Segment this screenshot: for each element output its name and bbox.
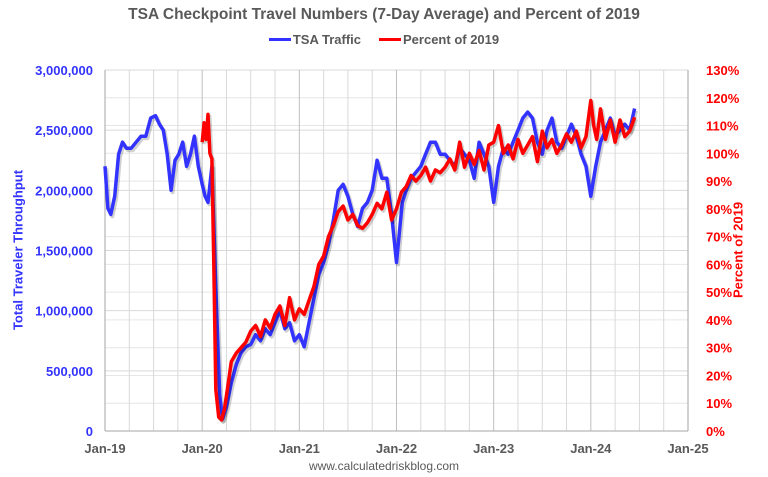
y2-tick-label: 60% [706, 257, 732, 272]
source-credit: www.calculatedriskblog.com [308, 459, 460, 473]
x-tick-label: Jan-21 [279, 441, 320, 456]
series-line-percent-of-2019 [200, 98, 637, 422]
legend-item-percent-2019: Percent of 2019 [379, 32, 499, 47]
y2-tick-label: 90% [706, 174, 732, 189]
y2-tick-label: 20% [706, 368, 732, 383]
x-tick-label: Jan-22 [376, 441, 417, 456]
y2-tick-label: 110% [706, 119, 739, 134]
y2-tick-label: 70% [706, 230, 732, 245]
series-line-tsa-traffic [103, 108, 637, 421]
legend-label: Percent of 2019 [403, 32, 500, 47]
y-axis-right-label: Percent of 2019 [730, 201, 746, 299]
y2-tick-label: 130% [706, 63, 740, 78]
x-tick-label: Jan-24 [570, 441, 612, 456]
y2-tick-label: 120% [706, 91, 740, 106]
y-tick-label: 0 [86, 424, 93, 439]
legend-item-tsa-traffic: TSA Traffic [268, 32, 362, 47]
y2-tick-label: 80% [706, 202, 732, 217]
y-tick-label: 1,500,000 [35, 244, 93, 259]
y-tick-label: 3,000,000 [35, 63, 93, 78]
series-shadow [201, 100, 638, 424]
y-tick-label: 2,500,000 [35, 123, 93, 138]
y2-tick-label: 100% [706, 146, 740, 161]
y2-tick-label: 50% [706, 285, 732, 300]
y2-tick-label: 10% [706, 396, 732, 411]
y-tick-label: 2,000,000 [35, 183, 93, 198]
y2-tick-label: 40% [706, 313, 732, 328]
y-axis-left-label: Total Traveler Throughput [10, 169, 26, 331]
x-tick-label: Jan-23 [473, 441, 514, 456]
y2-tick-label: 0% [706, 424, 725, 439]
y2-tick-label: 30% [706, 341, 732, 356]
legend-label: TSA Traffic [292, 32, 362, 47]
x-tick-label: Jan-25 [667, 441, 708, 456]
legend-swatch-red [379, 38, 402, 41]
legend: TSA Traffic Percent of 2019 [0, 32, 768, 47]
x-tick-label: Jan-20 [182, 441, 223, 456]
y-tick-label: 1,000,000 [35, 304, 93, 319]
y-tick-label: 500,000 [46, 364, 93, 379]
x-tick-label: Jan-19 [84, 441, 125, 456]
legend-swatch-blue [268, 38, 291, 41]
chart-title: TSA Checkpoint Travel Numbers (7-Day Ave… [128, 6, 640, 23]
